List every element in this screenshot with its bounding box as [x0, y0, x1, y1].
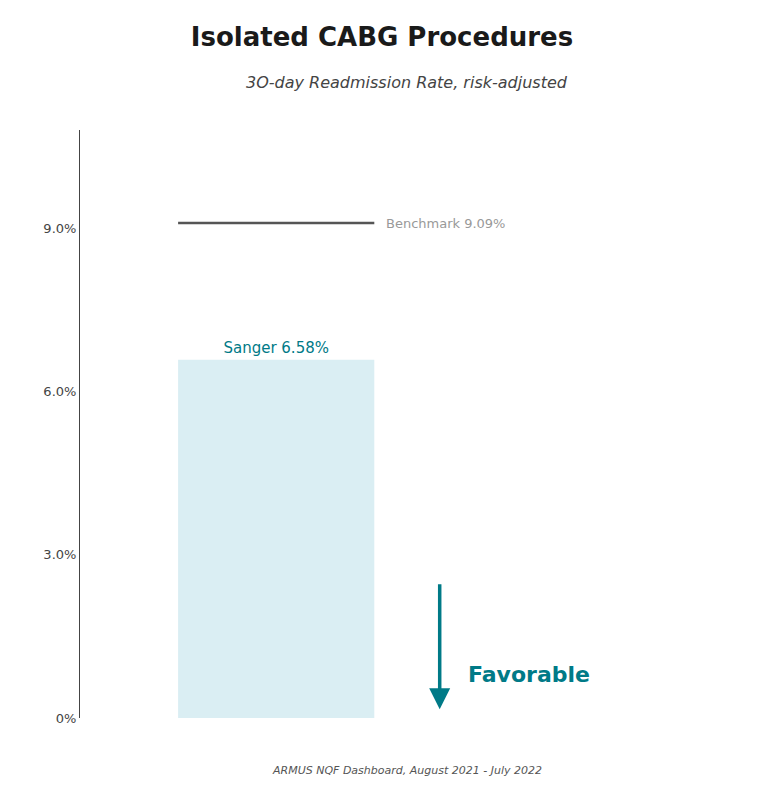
svg-text:3O-day Readmission Rate, risk-: 3O-day Readmission Rate, risk-adjusted — [246, 73, 568, 92]
svg-text:9.0%: 9.0% — [43, 221, 76, 236]
svg-text:Benchmark 9.09%: Benchmark 9.09% — [386, 216, 505, 231]
svg-text:Sanger 6.58%: Sanger 6.58% — [223, 339, 329, 357]
svg-text:3.0%: 3.0% — [43, 547, 76, 562]
svg-text:Isolated CABG Procedures: Isolated CABG Procedures — [191, 22, 573, 52]
svg-text:6.0%: 6.0% — [43, 384, 76, 399]
svg-text:Favorable: Favorable — [468, 662, 590, 687]
svg-text:0%: 0% — [56, 711, 77, 726]
svg-text:ARMUS NQF Dashboard, August 20: ARMUS NQF Dashboard, August 2021 - July … — [272, 764, 542, 777]
